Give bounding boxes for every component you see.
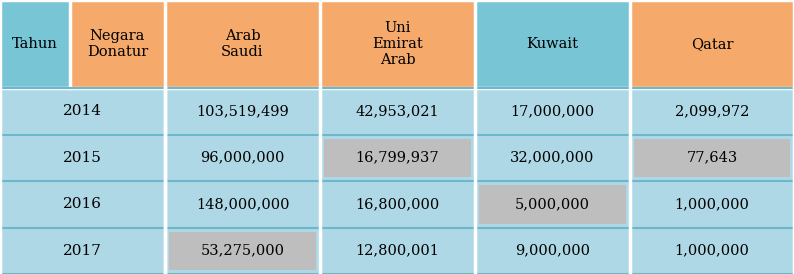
Bar	[630, 181, 794, 227]
Bar	[165, 135, 320, 181]
Text: 53,275,000: 53,275,000	[201, 244, 284, 258]
Text: 2014: 2014	[63, 104, 102, 118]
Bar	[320, 135, 475, 181]
Bar	[479, 185, 626, 224]
Text: 1,000,000: 1,000,000	[675, 197, 750, 211]
Bar	[165, 88, 320, 135]
Bar	[475, 0, 630, 88]
Text: 16,799,937: 16,799,937	[356, 151, 439, 165]
Bar	[320, 0, 475, 88]
Bar	[634, 138, 790, 177]
Text: 5,000,000: 5,000,000	[515, 197, 590, 211]
Text: 2015: 2015	[63, 151, 102, 165]
Text: Tahun: Tahun	[12, 37, 58, 51]
Text: 17,000,000: 17,000,000	[511, 104, 595, 118]
Text: 103,519,499: 103,519,499	[196, 104, 289, 118]
Bar	[630, 0, 794, 88]
Text: Uni
Emirat
Arab: Uni Emirat Arab	[372, 21, 423, 67]
Bar	[320, 88, 475, 135]
Bar	[165, 0, 320, 88]
Text: Qatar: Qatar	[691, 37, 733, 51]
Bar	[630, 227, 794, 274]
Bar	[320, 181, 475, 227]
Bar	[324, 138, 471, 177]
Bar	[320, 227, 475, 274]
Text: 9,000,000: 9,000,000	[515, 244, 590, 258]
Bar	[475, 88, 630, 135]
Text: 32,000,000: 32,000,000	[511, 151, 595, 165]
Text: 12,800,001: 12,800,001	[356, 244, 439, 258]
Bar	[0, 0, 70, 88]
Text: Negara
Donatur: Negara Donatur	[87, 29, 148, 59]
Text: 96,000,000: 96,000,000	[200, 151, 285, 165]
Text: 2016: 2016	[63, 197, 102, 211]
Text: Kuwait: Kuwait	[526, 37, 579, 51]
Text: 148,000,000: 148,000,000	[196, 197, 289, 211]
Text: 1,000,000: 1,000,000	[675, 244, 750, 258]
Bar	[475, 135, 630, 181]
Bar	[475, 181, 630, 227]
Bar	[0, 135, 165, 181]
Bar	[165, 181, 320, 227]
Bar	[475, 227, 630, 274]
Bar	[0, 181, 165, 227]
Text: 42,953,021: 42,953,021	[356, 104, 439, 118]
Text: 2017: 2017	[63, 244, 102, 258]
Bar	[0, 227, 165, 274]
Bar	[630, 135, 794, 181]
Bar	[0, 88, 165, 135]
Text: 2,099,972: 2,099,972	[675, 104, 750, 118]
Bar	[70, 0, 165, 88]
Text: 16,800,000: 16,800,000	[356, 197, 440, 211]
Bar	[165, 227, 320, 274]
Bar	[169, 232, 316, 270]
Text: 77,643: 77,643	[686, 151, 738, 165]
Bar	[630, 88, 794, 135]
Text: Arab
Saudi: Arab Saudi	[222, 29, 264, 59]
